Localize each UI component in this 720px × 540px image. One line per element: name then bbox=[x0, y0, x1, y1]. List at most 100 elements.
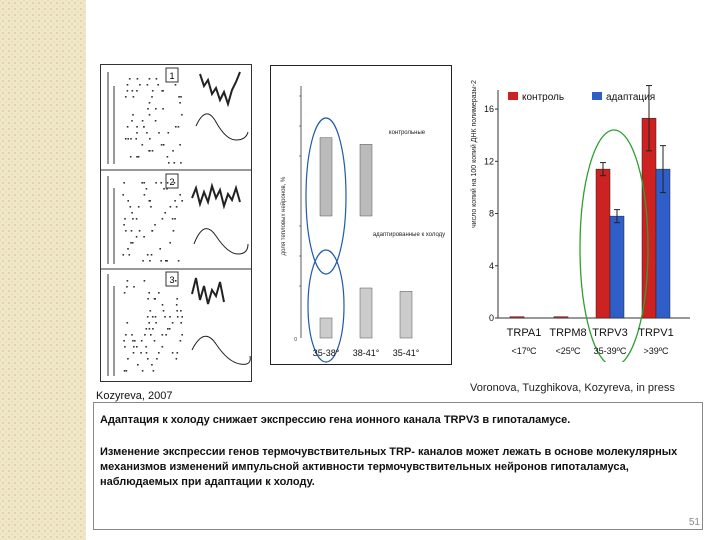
legend-control-label: контроль bbox=[522, 92, 564, 103]
neuron-share-chart: доля тепловых нейронов, % 0 контрольные … bbox=[280, 86, 445, 363]
raster-dot bbox=[144, 334, 146, 336]
raster-dot bbox=[171, 352, 174, 354]
raster-dot bbox=[131, 242, 134, 244]
raster-dot bbox=[175, 126, 177, 128]
raster-dot bbox=[140, 352, 142, 354]
bar-control bbox=[319, 137, 333, 217]
raster-dot bbox=[150, 334, 152, 336]
panel-3-label-box bbox=[165, 271, 179, 287]
raster-dot bbox=[176, 316, 179, 318]
raster-dot bbox=[131, 90, 134, 92]
raster-dot bbox=[179, 144, 181, 146]
raster-dot bbox=[168, 328, 171, 330]
raster-dot bbox=[155, 182, 157, 184]
highlight-ellipse-adapted bbox=[307, 249, 345, 363]
raster-dot bbox=[160, 144, 163, 146]
raster-dot bbox=[137, 156, 140, 158]
raster-dot bbox=[123, 224, 125, 226]
legend-swatch-control bbox=[508, 92, 518, 100]
right-temperature-range: 35-39ºC bbox=[594, 346, 627, 356]
raster-dot bbox=[124, 218, 126, 220]
right-temperature-range: <17ºC bbox=[511, 346, 537, 356]
raster-dot bbox=[149, 200, 151, 202]
raster-dot bbox=[131, 212, 133, 214]
raster-dot bbox=[162, 108, 164, 110]
raster-dot bbox=[164, 316, 166, 318]
raster-dot bbox=[148, 78, 151, 80]
raster-dot bbox=[130, 230, 133, 232]
right-y-tick-label: 0 bbox=[489, 313, 494, 323]
raster-dot bbox=[179, 194, 181, 196]
panel-1-label-box bbox=[165, 67, 179, 83]
raster-dot bbox=[143, 126, 145, 128]
raster-dot bbox=[169, 242, 171, 244]
raster-dot bbox=[156, 358, 158, 360]
right-temperature-range: >39ºC bbox=[643, 346, 669, 356]
right-y-tick-label: 8 bbox=[489, 209, 494, 219]
panel-1-label: 1 bbox=[169, 71, 174, 81]
raster-dot bbox=[129, 156, 132, 158]
raster-dot bbox=[152, 370, 155, 372]
raster-dot bbox=[139, 84, 141, 86]
middle-category-label: 38-41° bbox=[353, 348, 380, 358]
raster-dot bbox=[126, 90, 129, 92]
raster-dot bbox=[166, 260, 168, 262]
page-number: 51 bbox=[688, 517, 700, 528]
raster-dot bbox=[153, 298, 156, 300]
raster-dot bbox=[123, 340, 125, 342]
raster-dot bbox=[135, 236, 138, 238]
raster-dot bbox=[163, 188, 165, 190]
raster-dot bbox=[181, 200, 183, 202]
raster-dot bbox=[146, 132, 148, 134]
raster-dot bbox=[150, 206, 152, 208]
raster-dot bbox=[147, 108, 149, 110]
raster-dot bbox=[143, 236, 145, 238]
raster-dot bbox=[143, 182, 145, 184]
bar-adapted bbox=[609, 215, 625, 319]
raster-dot bbox=[173, 162, 176, 164]
raster-dot bbox=[128, 254, 131, 256]
raster-dot bbox=[127, 200, 129, 202]
raster-dot bbox=[179, 340, 182, 342]
raster-dot bbox=[145, 328, 148, 330]
middle-category-label: 35-41° bbox=[393, 348, 420, 358]
raster-dot bbox=[145, 188, 148, 190]
raster-dot bbox=[131, 334, 133, 336]
raster-dot bbox=[148, 322, 150, 324]
raster-dot bbox=[132, 352, 135, 354]
raster-dot bbox=[138, 230, 141, 232]
raster-dot bbox=[174, 218, 176, 220]
paragraph-conclusion: Изменение экспрессии генов термочувствит… bbox=[100, 446, 678, 488]
panel-2-firing-trace bbox=[191, 182, 241, 210]
raster-dot bbox=[161, 90, 163, 92]
raster-dot bbox=[150, 254, 153, 256]
raster-dot bbox=[146, 84, 149, 86]
raster-dot bbox=[126, 126, 129, 128]
right-category-label: TRPV1 bbox=[638, 327, 673, 339]
raster-dot bbox=[180, 162, 182, 164]
raster-dot bbox=[151, 364, 153, 366]
raster-dot bbox=[174, 280, 177, 282]
bar-adapted bbox=[359, 287, 373, 339]
raster-dot bbox=[171, 322, 174, 324]
raster-dot bbox=[151, 90, 154, 92]
panel-2-temperature-curve bbox=[193, 228, 249, 255]
raster-dot bbox=[126, 322, 129, 324]
raster-dot bbox=[143, 194, 146, 196]
label-control-neurons: контрольные bbox=[389, 130, 426, 136]
raster-dot bbox=[136, 90, 138, 92]
raster-dot bbox=[122, 194, 124, 196]
raster-dot bbox=[165, 334, 167, 336]
right-temperature-range: <25ºC bbox=[555, 346, 581, 356]
raster-dot bbox=[132, 218, 134, 220]
raster-dot bbox=[179, 102, 181, 104]
raster-dot bbox=[125, 370, 128, 372]
raster-dot bbox=[180, 322, 182, 324]
raster-dot bbox=[157, 84, 159, 86]
raster-dot bbox=[166, 188, 168, 190]
raster-dot bbox=[181, 334, 183, 336]
raster-dot bbox=[148, 292, 150, 294]
right-category-label: TRPV3 bbox=[592, 327, 627, 339]
middle-y-axis-label: доля тепловых нейронов, % bbox=[280, 176, 287, 255]
raster-dot bbox=[136, 132, 138, 134]
